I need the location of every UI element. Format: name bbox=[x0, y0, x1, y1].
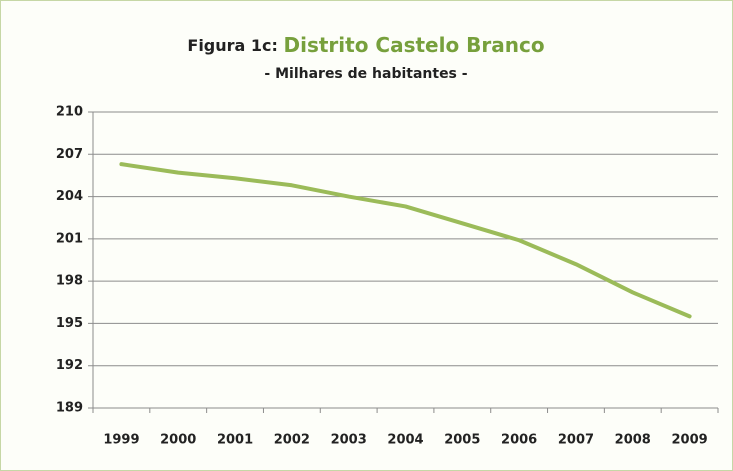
x-tick-label: 2009 bbox=[671, 433, 707, 448]
y-tick-label: 207 bbox=[56, 147, 83, 162]
y-tick-label: 195 bbox=[56, 316, 83, 331]
chart-title: Figura 1c: Distrito Castelo Branco bbox=[187, 33, 544, 57]
x-tick-label: 2008 bbox=[615, 433, 651, 448]
y-tick-label: 198 bbox=[56, 274, 83, 289]
y-tick-label: 210 bbox=[56, 105, 83, 120]
data-line bbox=[119, 162, 692, 319]
title-prefix: Figura 1c: bbox=[187, 36, 278, 55]
x-tick-label: 2006 bbox=[501, 433, 537, 448]
x-tick-label: 2004 bbox=[387, 433, 423, 448]
x-tick-label: 2002 bbox=[274, 433, 310, 448]
x-tick-label: 2003 bbox=[331, 433, 367, 448]
x-tick-label: 2001 bbox=[217, 433, 253, 448]
x-tick-label: 1999 bbox=[103, 433, 139, 448]
x-tick-label: 2007 bbox=[558, 433, 594, 448]
y-tick-label: 192 bbox=[56, 358, 83, 373]
chart-subtitle: - Milhares de habitantes - bbox=[264, 66, 467, 82]
y-tick-label: 204 bbox=[56, 189, 83, 204]
y-tick-label: 189 bbox=[56, 401, 83, 416]
x-tick-label: 2000 bbox=[160, 433, 196, 448]
title-highlight: Distrito Castelo Branco bbox=[284, 33, 545, 57]
y-tick-label: 201 bbox=[56, 231, 83, 246]
x-tick-label: 2005 bbox=[444, 433, 480, 448]
